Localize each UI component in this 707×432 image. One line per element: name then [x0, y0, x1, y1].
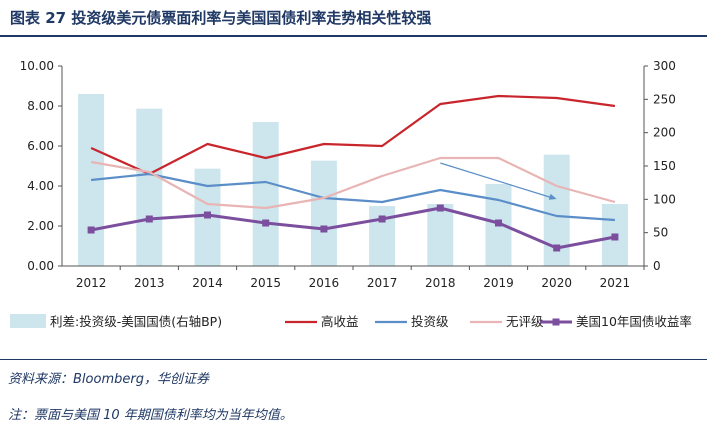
- legend-label-series-3: 美国10年国债收益率: [576, 314, 692, 329]
- legend-marker-series-3: [552, 318, 560, 326]
- trend-arrow-head: [548, 193, 557, 200]
- series-line-2: [90, 156, 616, 210]
- right-tick-label: 150: [653, 159, 676, 173]
- bar-spread-2017: [369, 206, 396, 266]
- series-point-3-2013: [145, 215, 153, 223]
- left-tick-label: 10.00: [20, 59, 54, 73]
- left-tick-label: 4.00: [27, 179, 54, 193]
- legend-label-series-2: 无评级: [506, 314, 544, 329]
- title-bar: 图表 27 投资级美元债票面利率与美国国债利率走势相关性较强: [0, 0, 707, 37]
- x-tick-label-2013: 2013: [134, 276, 165, 290]
- x-tick-label-2014: 2014: [192, 276, 223, 290]
- series-line-1: [90, 172, 615, 222]
- x-tick-label-2012: 2012: [76, 276, 107, 290]
- title-underline: [0, 35, 707, 37]
- series-line-0: [90, 94, 616, 176]
- footnote: 注：票面与美国 10 年期国债利率均为当年均值。: [8, 408, 293, 423]
- x-tick-label-2019: 2019: [483, 276, 514, 290]
- bar-spread-2015: [252, 122, 279, 266]
- divider-rule: [0, 359, 707, 360]
- left-tick-label: 6.00: [27, 139, 54, 153]
- legend-swatch-spread: [10, 314, 46, 328]
- right-tick-label: 50: [653, 226, 668, 240]
- left-tick-label: 8.00: [27, 99, 54, 113]
- right-tick-label: 300: [653, 59, 676, 73]
- series-point-3-2012: [87, 226, 95, 234]
- x-tick-label-2015: 2015: [250, 276, 281, 290]
- x-tick-label-2021: 2021: [600, 276, 631, 290]
- series-point-3-2016: [320, 225, 328, 233]
- series-point-3-2015: [262, 219, 270, 227]
- chart: 0.00 2.00 4.00 6.00 8.00 10.00 0 50 100 150 200 250…: [10, 59, 692, 329]
- left-tick-label: 2.00: [27, 219, 54, 233]
- legend-label-series-0: 高收益: [321, 314, 359, 329]
- series-line-3: [90, 206, 616, 250]
- right-tick-label: 200: [653, 126, 676, 140]
- bar-spread-2013: [136, 108, 163, 267]
- series-point-3-2019: [495, 219, 502, 227]
- series-point-3-2017: [378, 215, 386, 223]
- x-tick-label-2016: 2016: [309, 276, 340, 290]
- x-tick-label-2020: 2020: [541, 276, 572, 290]
- legend-label-spread: 利差:投资级-美国国债(右轴BP): [50, 314, 222, 329]
- right-tick-label: 0: [653, 259, 661, 273]
- right-tick-label: 250: [653, 92, 676, 106]
- x-tick-label-2017: 2017: [367, 276, 398, 290]
- series-point-3-2018: [436, 204, 444, 212]
- right-tick-label: 100: [653, 192, 676, 206]
- x-tick-label-2018: 2018: [425, 276, 456, 290]
- figure-title: 图表 27 投资级美元债票面利率与美国国债利率走势相关性较强: [10, 9, 432, 27]
- bar-spread-2016: [310, 160, 337, 266]
- series-point-3-2020: [553, 244, 561, 252]
- trend-arrow-line: [440, 162, 553, 199]
- left-tick-label: 0.00: [27, 259, 54, 273]
- legend-label-series-1: 投资级: [411, 314, 449, 329]
- series-point-3-2014: [204, 211, 211, 219]
- source-note: 资料来源：Bloomberg，华创证券: [8, 372, 209, 387]
- bar-spread-2018: [427, 204, 454, 266]
- series-point-3-2021: [611, 233, 619, 241]
